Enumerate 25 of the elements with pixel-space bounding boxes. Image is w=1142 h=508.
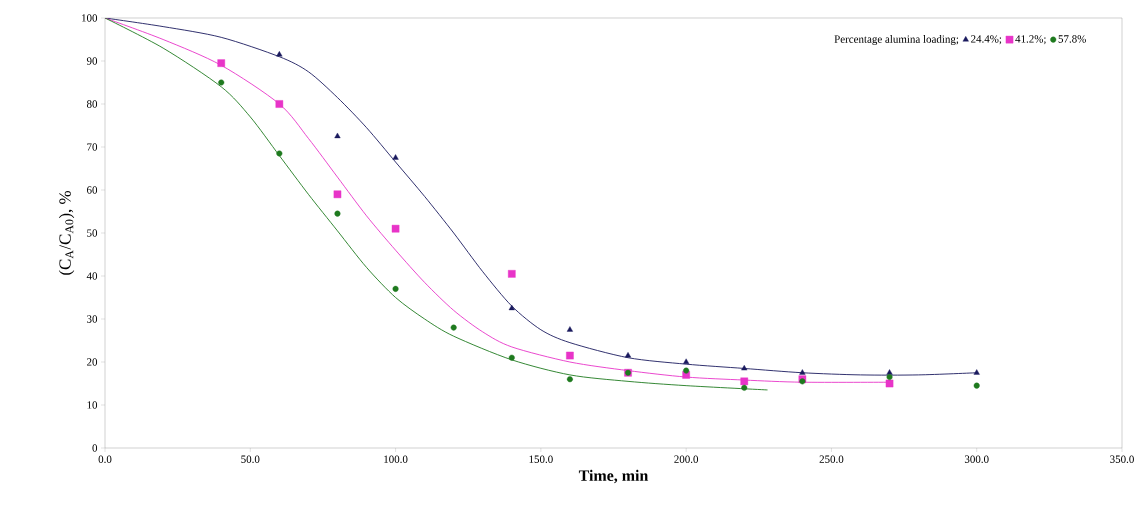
y-tick-label: 30 (87, 315, 98, 323)
x-tick-label: 300.0 (964, 455, 989, 463)
legend-label: 57.8% (1058, 35, 1086, 43)
x-tick-label: 0.0 (98, 455, 112, 463)
x-tick-label: 200.0 (674, 455, 699, 463)
y-tick-label: 0 (92, 444, 98, 452)
y-tick-label: 20 (87, 358, 98, 366)
legend-title: Percentage alumina loading; (834, 35, 959, 46)
x-axis-title: Time, min (578, 469, 649, 484)
legend-label: 41.2%; (1015, 35, 1046, 45)
x-tick-label: 250.0 (819, 455, 844, 463)
legend-label: 24.4%; (971, 35, 1002, 45)
x-tick-label: 150.0 (529, 455, 553, 463)
y-tick-label: 90 (86, 57, 98, 65)
y-tick-label: 70 (87, 143, 98, 151)
y-tick-label: 50 (87, 229, 98, 237)
y-tick-label: 100 (82, 14, 98, 22)
x-tick-label: 50.0 (241, 455, 260, 463)
x-tick-label: 350.0 (1110, 455, 1134, 463)
y-tick-label: 60 (87, 186, 98, 194)
y-axis-title: (C$_{A}$/C$_{A0}$), % (58, 190, 75, 275)
x-tick-label: 100.0 (384, 455, 408, 463)
y-tick-label: 40 (86, 272, 98, 280)
y-tick-label: 10 (87, 401, 98, 409)
y-tick-label: 80 (86, 100, 98, 108)
